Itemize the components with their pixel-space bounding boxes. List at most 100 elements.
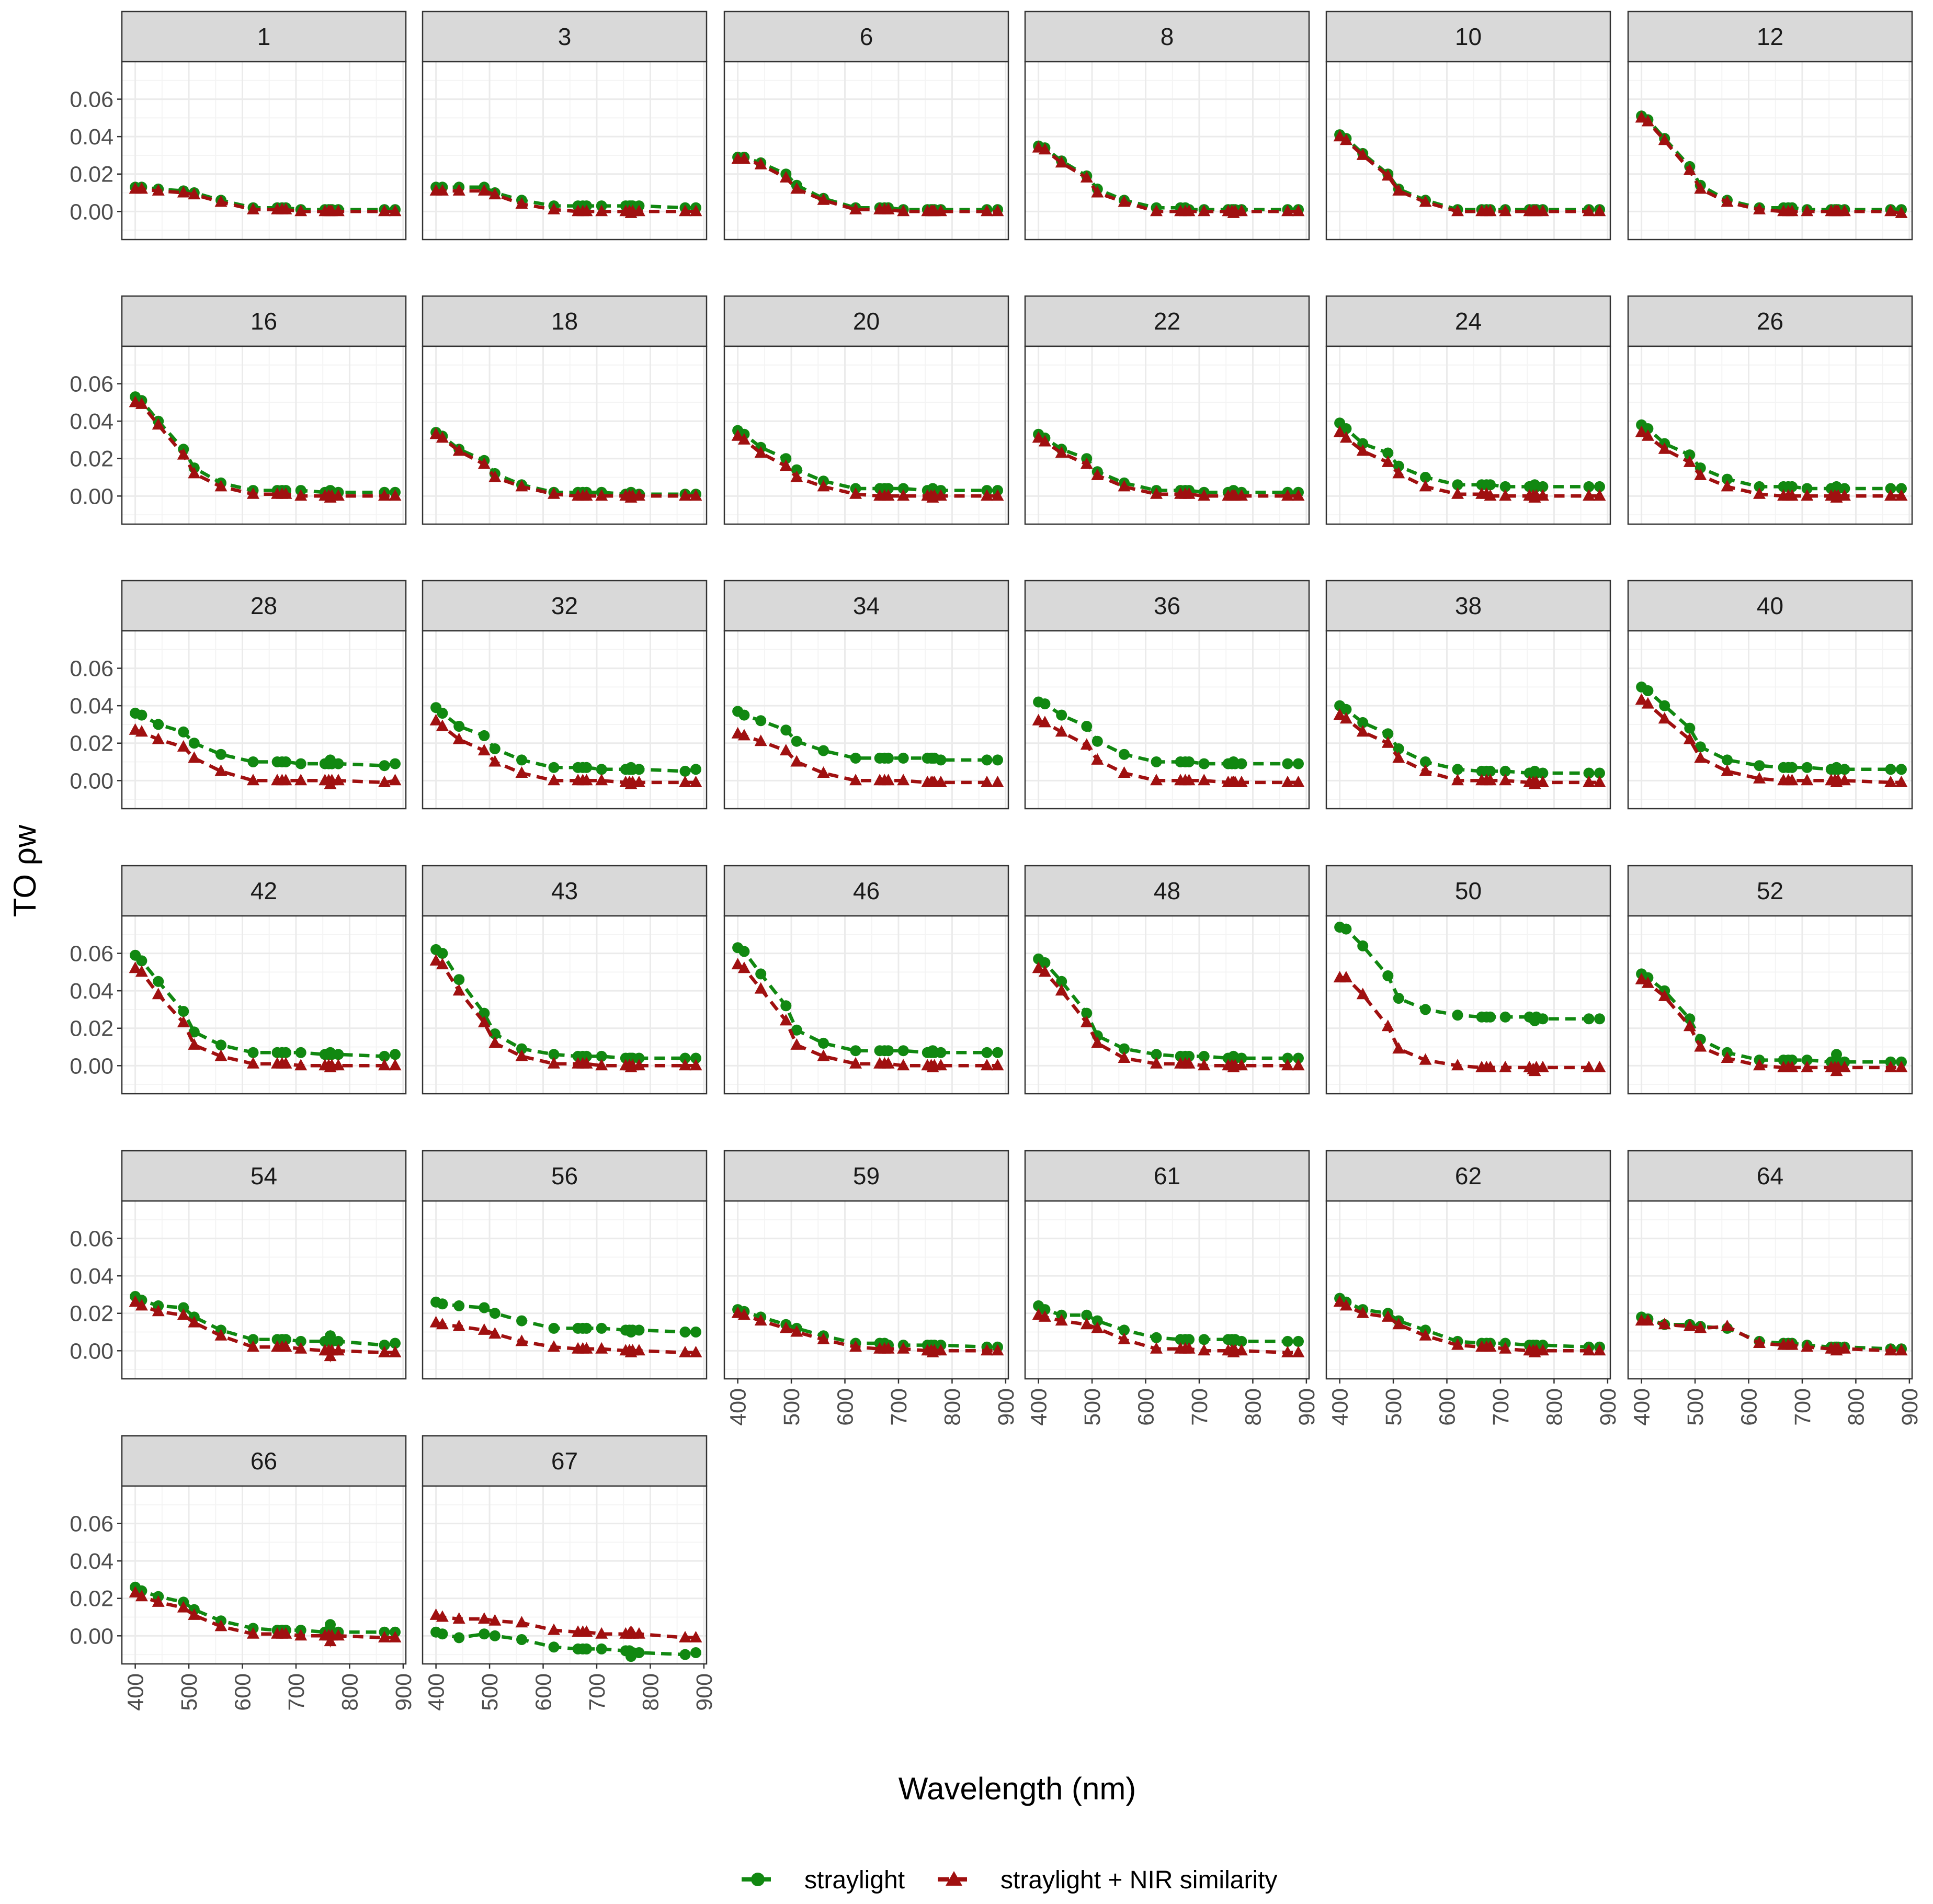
facet-panel-28: 28 (121, 580, 407, 810)
y-tick-label: 0.06 (70, 372, 113, 397)
point-nir (188, 1038, 201, 1050)
point-straylight (1896, 764, 1907, 775)
x-tick-label: 900 (1596, 1388, 1621, 1426)
point-nir (279, 1340, 292, 1352)
point-straylight (1537, 481, 1549, 492)
point-nir (214, 1049, 228, 1061)
point-nir (1381, 1019, 1394, 1032)
point-nir (632, 205, 645, 217)
point-nir (1895, 489, 1908, 501)
y-tick-label: 0.00 (70, 199, 113, 224)
point-nir (1055, 984, 1068, 996)
panel-border (723, 61, 1009, 241)
facet-strip-label: 38 (1455, 592, 1482, 619)
point-nir (1583, 205, 1595, 217)
point-nir (436, 184, 449, 196)
facet-strip-label: 8 (1161, 23, 1174, 50)
point-nir (981, 1059, 993, 1071)
facet-strip (121, 1435, 407, 1487)
point-nir (429, 713, 442, 726)
point-straylight (437, 708, 448, 719)
point-straylight (437, 1628, 448, 1640)
facet-panel-26: 26 (1627, 295, 1913, 525)
point-nir (689, 489, 702, 501)
point-nir (152, 1305, 165, 1317)
facet-panel-10: 10 (1325, 10, 1611, 241)
point-nir (689, 1059, 702, 1071)
facet-strip (723, 295, 1009, 347)
point-nir (548, 1623, 560, 1635)
point-nir (981, 205, 993, 217)
point-nir (754, 1314, 767, 1326)
point-nir (477, 1016, 491, 1027)
point-nir (1381, 169, 1394, 181)
point-nir (817, 1332, 830, 1344)
facet-strip-label: 56 (551, 1162, 578, 1189)
point-nir (1641, 1314, 1654, 1326)
point-nir (279, 774, 292, 786)
point-nir (1281, 775, 1294, 787)
point-straylight (1839, 483, 1850, 494)
point-nir (247, 774, 259, 786)
facet-strip (1024, 295, 1310, 347)
facet-strip (1024, 865, 1310, 917)
panel-border (723, 345, 1009, 525)
x-tick-label: 700 (1187, 1388, 1212, 1426)
point-straylight (897, 483, 909, 494)
point-straylight (516, 1634, 527, 1645)
series-line-straylight (736, 946, 998, 1055)
point-nir (135, 397, 148, 409)
point-nir (1235, 775, 1248, 787)
point-nir (679, 1059, 691, 1071)
point-nir (1635, 425, 1648, 437)
point-straylight (1801, 483, 1813, 494)
point-nir (679, 1345, 691, 1357)
point-nir (580, 1625, 593, 1637)
point-nir (177, 1016, 190, 1027)
facet-strip (121, 865, 407, 917)
panel-background (122, 62, 406, 240)
facet-strip (1627, 580, 1913, 632)
facet-strip-label: 64 (1757, 1162, 1783, 1189)
panel-border (422, 630, 708, 810)
point-straylight (1485, 1011, 1496, 1023)
point-straylight (581, 1322, 592, 1334)
facet-strip-label: 43 (551, 877, 578, 904)
point-nir (1451, 487, 1464, 499)
point-nir (991, 1344, 1004, 1356)
panel-border (1325, 630, 1611, 810)
point-straylight (1499, 481, 1511, 492)
facet-strip (1325, 865, 1611, 917)
point-straylight (1452, 1010, 1463, 1021)
point-nir (279, 202, 292, 214)
facet-panel-6: 6 (723, 10, 1009, 241)
point-nir (1683, 1319, 1696, 1331)
x-tick-label: 700 (284, 1673, 309, 1711)
point-nir (1583, 1060, 1595, 1072)
point-straylight (738, 946, 750, 957)
point-straylight (1151, 1332, 1162, 1343)
point-nir (1038, 1310, 1051, 1322)
facet-panel-34: 34 (723, 580, 1009, 810)
point-straylight (1340, 704, 1352, 715)
point-nir (1198, 1344, 1211, 1356)
point-straylight (333, 1335, 344, 1347)
point-nir (1786, 774, 1799, 786)
point-nir (214, 1329, 228, 1341)
facet-strip-label: 6 (860, 23, 873, 50)
point-nir (214, 1619, 228, 1631)
panel-background (423, 1201, 707, 1379)
point-straylight (992, 754, 1003, 766)
point-nir (991, 205, 1004, 217)
point-nir (1593, 1060, 1606, 1072)
point-nir (1080, 738, 1093, 750)
point-nir (1281, 1059, 1294, 1071)
point-nir (632, 1059, 645, 1071)
facet-panel-56: 56 (422, 1150, 708, 1380)
panel-border (1627, 345, 1913, 525)
point-nir (152, 184, 165, 196)
facet-panel-48: 48 (1024, 865, 1310, 1095)
y-tick-label: 0.02 (70, 1016, 113, 1041)
point-straylight (633, 1647, 645, 1658)
point-nir (817, 1049, 830, 1061)
